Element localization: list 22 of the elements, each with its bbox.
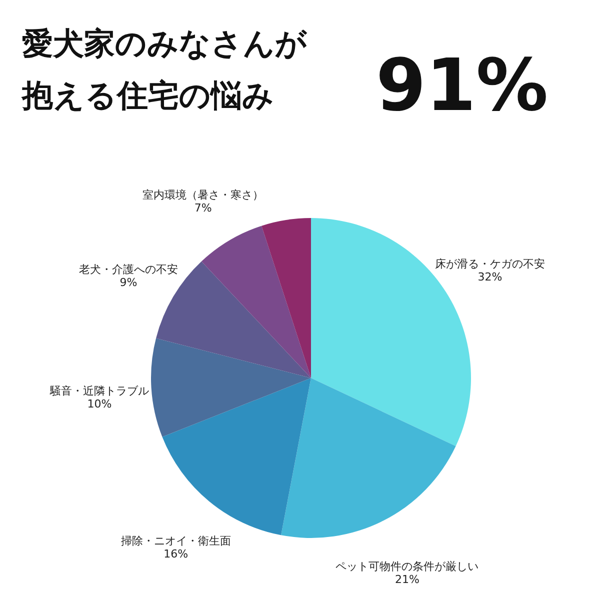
text: 91% [376,43,548,127]
data-label: 21% [395,572,420,586]
data-label: 7% [194,202,212,215]
pie-slice [151,338,311,437]
pie-slice [162,378,311,536]
data-label: 16% [164,547,188,560]
slice-label: 老犬・介護への不安 [79,263,178,276]
slice-label: 騒音・近隣トラブル [48,384,149,398]
slice-label: ペット可物件の条件が厳しい [336,560,479,573]
pie-slice [201,226,311,378]
pie-slice [311,218,471,446]
data-label: 9% [120,276,138,290]
slice-label: 掃除・ニオイ・衛生面 [120,534,231,548]
pie-slice [156,261,311,378]
chart-title: 愛犬家のみなさんが [22,26,308,62]
pie-slice [281,378,456,538]
slice-label: 床が滑る・ケガの不安 [435,257,545,270]
pie-slice [262,218,311,378]
slice-label: 室内環境（暑さ・寒さ） [142,188,264,202]
chart-subtitle: 抱える住宅の悩み [21,78,274,114]
data-label: 32% [478,270,502,284]
data-label: 10% [87,397,112,410]
